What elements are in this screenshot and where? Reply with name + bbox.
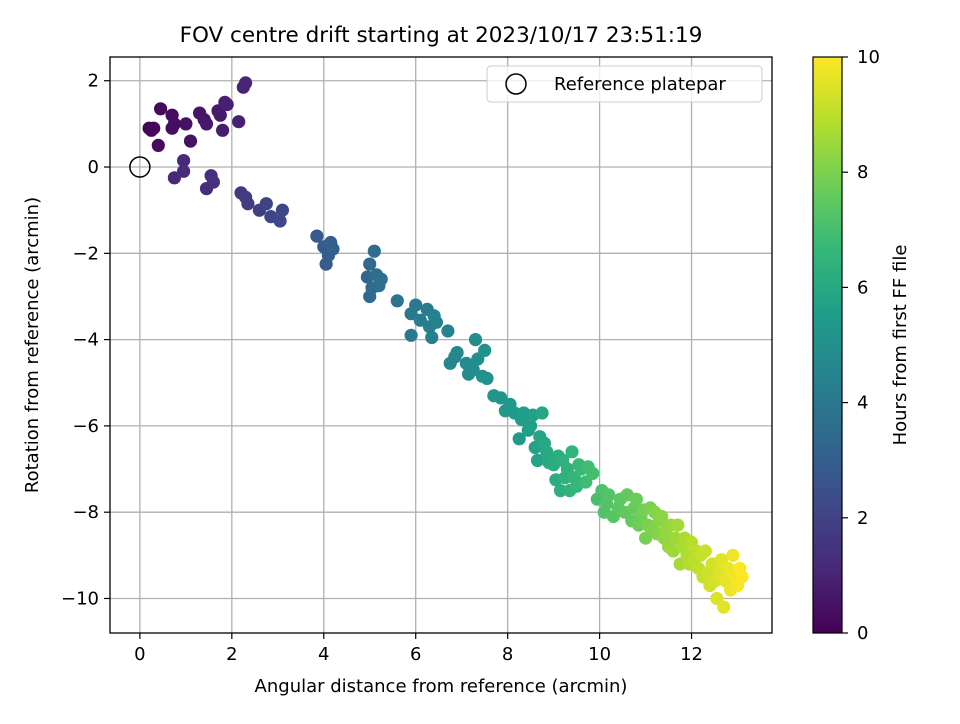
data-point [177, 154, 191, 168]
data-point [535, 406, 549, 420]
data-point [553, 484, 568, 498]
data-point [512, 432, 526, 446]
data-point [183, 134, 198, 148]
y-axis-label: Rotation from reference (arcmin) [22, 197, 43, 493]
data-point [450, 346, 464, 360]
data-point [167, 117, 181, 131]
legend-marker [505, 73, 527, 95]
data-point [629, 492, 644, 506]
data-point [216, 123, 230, 137]
colorbar-label: Hours from first FF file [890, 245, 911, 446]
legend-label: Reference platepar [554, 74, 726, 95]
data-point [735, 570, 749, 584]
y-tick-label: −10 [61, 588, 99, 609]
data-point [530, 453, 545, 467]
data-point [390, 294, 404, 308]
data-point [220, 97, 234, 112]
colorbar: 0 2 4 6 8 10 Hours from first FF file [812, 47, 911, 644]
colorbar-tick-label: 4 [857, 393, 868, 414]
x-tick-label: 6 [410, 644, 421, 665]
data-point [717, 600, 731, 614]
y-tick-label: −2 [72, 243, 99, 264]
chart-title: FOV centre drift starting at 2023/10/17 … [180, 23, 703, 48]
x-tick-label: 12 [680, 644, 703, 665]
y-tick-label: −4 [72, 330, 99, 351]
data-point [259, 197, 273, 211]
plot-frame [109, 56, 773, 634]
data-point [466, 363, 480, 377]
data-point [404, 328, 418, 342]
data-point [232, 115, 246, 129]
data-point [241, 197, 255, 211]
x-tick-label: 10 [588, 644, 611, 665]
legend-box [486, 65, 763, 103]
y-tick-label: −8 [72, 502, 99, 523]
data-point [655, 509, 669, 524]
data-point [586, 466, 600, 480]
data-point [540, 445, 554, 459]
data-point [409, 298, 423, 312]
colorbar-tick-label: 0 [857, 623, 868, 644]
data-point [273, 214, 287, 228]
data-point [726, 548, 740, 562]
y-axis-ticks: 2 0 −2 −4 −6 −8 −10 [61, 71, 110, 609]
colorbar-tick-label: 6 [857, 277, 868, 298]
data-point [199, 117, 214, 131]
data-point [524, 419, 538, 433]
y-tick-label: 0 [88, 157, 99, 178]
data-point [177, 164, 191, 178]
data-point [213, 108, 227, 122]
data-point [478, 343, 492, 357]
x-axis-ticks: 0 2 4 6 8 10 12 [134, 633, 703, 665]
data-points [142, 76, 749, 614]
data-point [363, 257, 377, 271]
data-point [167, 171, 181, 185]
data-point [468, 333, 483, 347]
colorbar-tick-label: 2 [857, 508, 868, 529]
data-point [441, 324, 455, 338]
x-tick-label: 8 [502, 644, 513, 665]
colorbar-tick-label: 8 [857, 162, 868, 183]
data-point [310, 229, 324, 243]
data-point [494, 391, 508, 405]
data-point [326, 242, 340, 256]
data-point [179, 117, 193, 131]
colorbar-tick-label: 10 [857, 47, 880, 68]
data-point [151, 138, 165, 152]
y-tick-label: −6 [72, 416, 99, 437]
data-point [698, 544, 712, 558]
data-point [206, 175, 220, 189]
colorbar-ticks: 0 2 4 6 8 10 [842, 47, 880, 644]
legend: Reference platepar [486, 65, 763, 103]
data-point [374, 272, 388, 286]
data-point [154, 102, 168, 116]
y-tick-label: 2 [88, 71, 99, 92]
data-point [275, 203, 289, 217]
data-point [480, 371, 494, 385]
x-tick-label: 2 [226, 644, 237, 665]
data-point [147, 121, 161, 135]
data-point [671, 518, 685, 532]
data-point [602, 488, 616, 502]
reference-marker [129, 156, 151, 178]
data-point [239, 76, 253, 90]
colorbar-gradient [813, 57, 842, 633]
data-point [425, 330, 439, 344]
x-tick-label: 4 [318, 644, 329, 665]
data-point [413, 313, 427, 327]
x-axis-label: Angular distance from reference (arcmin) [255, 676, 628, 697]
data-point [565, 445, 579, 459]
x-tick-label: 0 [134, 644, 145, 665]
reference-point [129, 156, 151, 178]
data-point [429, 315, 443, 329]
data-point [367, 244, 381, 258]
colorbar-frame [812, 56, 843, 634]
